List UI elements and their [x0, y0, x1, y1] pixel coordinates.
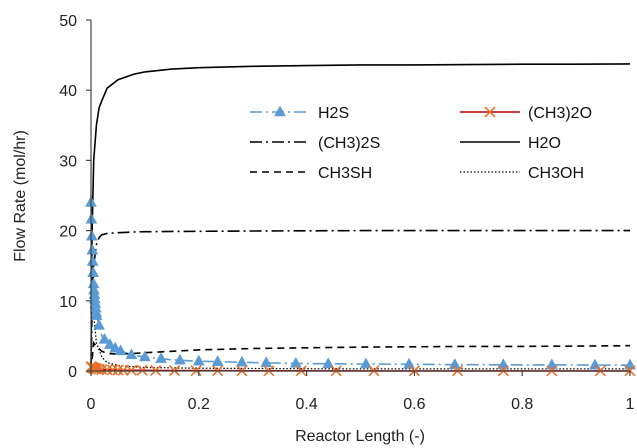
h2s-marker: [260, 356, 273, 368]
ch3-2o-marker: [136, 364, 148, 376]
y-tick-label: 50: [59, 13, 77, 30]
y-ticks: 0 10 20 30 40 50: [59, 13, 91, 381]
legend-label: H2O: [528, 135, 561, 152]
legend-item: H2O: [460, 135, 561, 152]
x-ticks: 0 0.2 0.4 0.6 0.8 1: [87, 371, 635, 413]
h2s-marker: [211, 355, 224, 366]
y-tick-label: 30: [59, 153, 77, 170]
legend-label: H2S: [318, 105, 349, 122]
h2s-marker: [589, 358, 601, 370]
h2s-marker: [235, 355, 248, 367]
ch3-2o-marker: [117, 364, 129, 376]
x-axis-title: Reactor Length (-): [295, 428, 425, 445]
h2s-marker: [624, 358, 636, 370]
y-tick-label: 40: [59, 83, 77, 100]
x-tick-label: 0.4: [295, 396, 317, 413]
h2s-marker: [545, 358, 558, 370]
legend-label: (CH3)2O: [528, 105, 592, 122]
x-tick-label: 0.2: [188, 396, 210, 413]
ch3-2o-marker: [125, 364, 137, 376]
y-tick-label: 20: [59, 224, 77, 241]
h2s-marker: [98, 332, 111, 344]
series-line-4: [90, 340, 631, 372]
series-line-5: [90, 195, 630, 370]
y-axis-title: Flow Rate (mol/hr): [12, 130, 29, 262]
h2s-marker: [85, 229, 98, 241]
h2s-marker: [155, 352, 167, 363]
h2s-marker: [125, 348, 138, 360]
h2s-marker: [274, 105, 286, 117]
h2s-marker: [192, 354, 205, 366]
h2s-marker: [86, 243, 99, 255]
h2s-marker: [403, 357, 415, 369]
h2s-marker: [90, 309, 103, 320]
series-line-3: [90, 63, 631, 372]
h2s-marker: [289, 356, 302, 368]
plot-markers: [85, 196, 636, 377]
h2s-marker: [359, 357, 372, 369]
ch3-2o-marker: [484, 106, 496, 118]
y-tick-label: 10: [59, 294, 77, 311]
legend: H2S (CH3)2O (CH3)2S H2O CH3SH CH3OH: [250, 105, 592, 182]
h2s-marker: [138, 350, 151, 362]
axes: [90, 20, 630, 372]
h2s-marker: [87, 266, 100, 277]
h2s-marker: [174, 353, 186, 365]
x-tick-label: 0.8: [511, 396, 533, 413]
legend-item: H2S: [250, 105, 349, 122]
series-line-2: [90, 229, 630, 372]
legend-item: (CH3)2O: [460, 105, 592, 122]
h2s-marker: [497, 358, 510, 370]
legend-item: CH3SH: [250, 165, 372, 182]
h2s-marker: [322, 357, 335, 369]
x-tick-label: 1: [626, 396, 635, 413]
x-tick-label: 0.6: [403, 396, 425, 413]
h2s-marker: [103, 338, 116, 349]
legend-label: (CH3)2S: [318, 135, 380, 152]
y-tick-label: 0: [68, 364, 77, 381]
h2s-marker: [93, 318, 106, 330]
legend-label: CH3OH: [528, 165, 584, 182]
legend-label: CH3SH: [318, 165, 372, 182]
series-line-0: [90, 202, 631, 367]
legend-item: (CH3)2S: [250, 135, 380, 152]
legend-item: CH3OH: [460, 165, 584, 182]
h2s-marker: [86, 254, 99, 266]
h2s-marker: [114, 344, 127, 356]
x-tick-label: 0: [87, 396, 96, 413]
